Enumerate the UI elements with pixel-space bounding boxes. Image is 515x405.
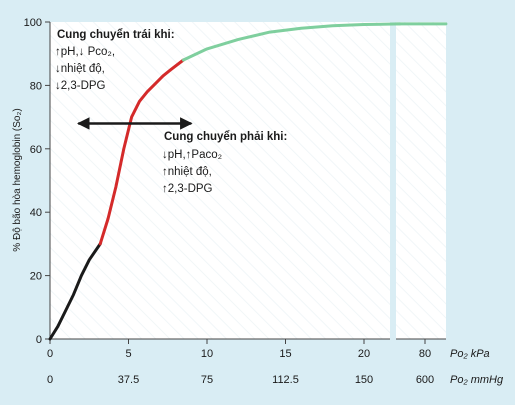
curve-segment <box>98 58 185 246</box>
x-tick-label-kpa: 0 <box>47 348 53 360</box>
right-shift-line-3: ↑2,3-DPG <box>162 183 213 195</box>
curve-segment <box>48 242 102 341</box>
x-tick-label-mmhg: 0 <box>47 374 53 386</box>
y-tick-label: 60 <box>30 144 42 156</box>
left-shift-line-2: ↓nhiệt độ, <box>55 63 105 75</box>
x-tick-label-mmhg: 75 <box>201 374 213 386</box>
x-tick-label-kpa: 15 <box>279 348 291 360</box>
x-tick-label-mmhg: 150 <box>355 374 373 386</box>
right-shift-title: Cung chuyển phải khi: <box>164 131 287 143</box>
y-tick-label: 40 <box>30 207 42 219</box>
right-shift-line-2: ↑nhiệt độ, <box>162 166 212 178</box>
y-tick-label: 0 <box>36 334 42 346</box>
right-shift-line-1: ↓pH,↑Paco₂ <box>162 149 222 161</box>
x-tick-label-mmhg: 37.5 <box>118 374 139 386</box>
x-tick-label-kpa-break: 80 <box>419 348 431 360</box>
y-ticks: 0 20 40 60 80 100 <box>24 17 50 346</box>
x-tick-label-mmhg-break: 600 <box>416 374 434 386</box>
y-tick-label: 20 <box>30 271 42 283</box>
x-unit-mmhg: Po₂ mmHg <box>450 374 504 386</box>
curve <box>48 22 448 341</box>
y-tick-label: 80 <box>30 80 42 92</box>
plot-area-hatch <box>50 22 390 339</box>
x-tick-label-mmhg: 112.5 <box>272 374 299 386</box>
x-tick-label-kpa: 10 <box>201 348 213 360</box>
y-axis-label: % Độ bão hòa hemoglobin (Sᴏ₂) <box>12 108 23 251</box>
x-tick-label-kpa: 20 <box>358 348 370 360</box>
left-shift-line-1: ↑pH,↓ Pco₂, <box>55 46 115 58</box>
x-unit-kpa: Po₂ kPa <box>450 348 490 360</box>
x-ticks: 0 0 5 37.5 10 75 15 112.5 20 150 <box>47 339 373 386</box>
left-shift-line-3: ↓2,3-DPG <box>55 80 106 92</box>
plot-area-after-break-hatch <box>396 22 446 339</box>
curve-segment <box>181 22 402 62</box>
x-tick-label-kpa: 5 <box>125 348 131 360</box>
y-tick-label: 100 <box>24 17 42 29</box>
left-shift-title: Cung chuyển trái khi: <box>57 29 175 41</box>
